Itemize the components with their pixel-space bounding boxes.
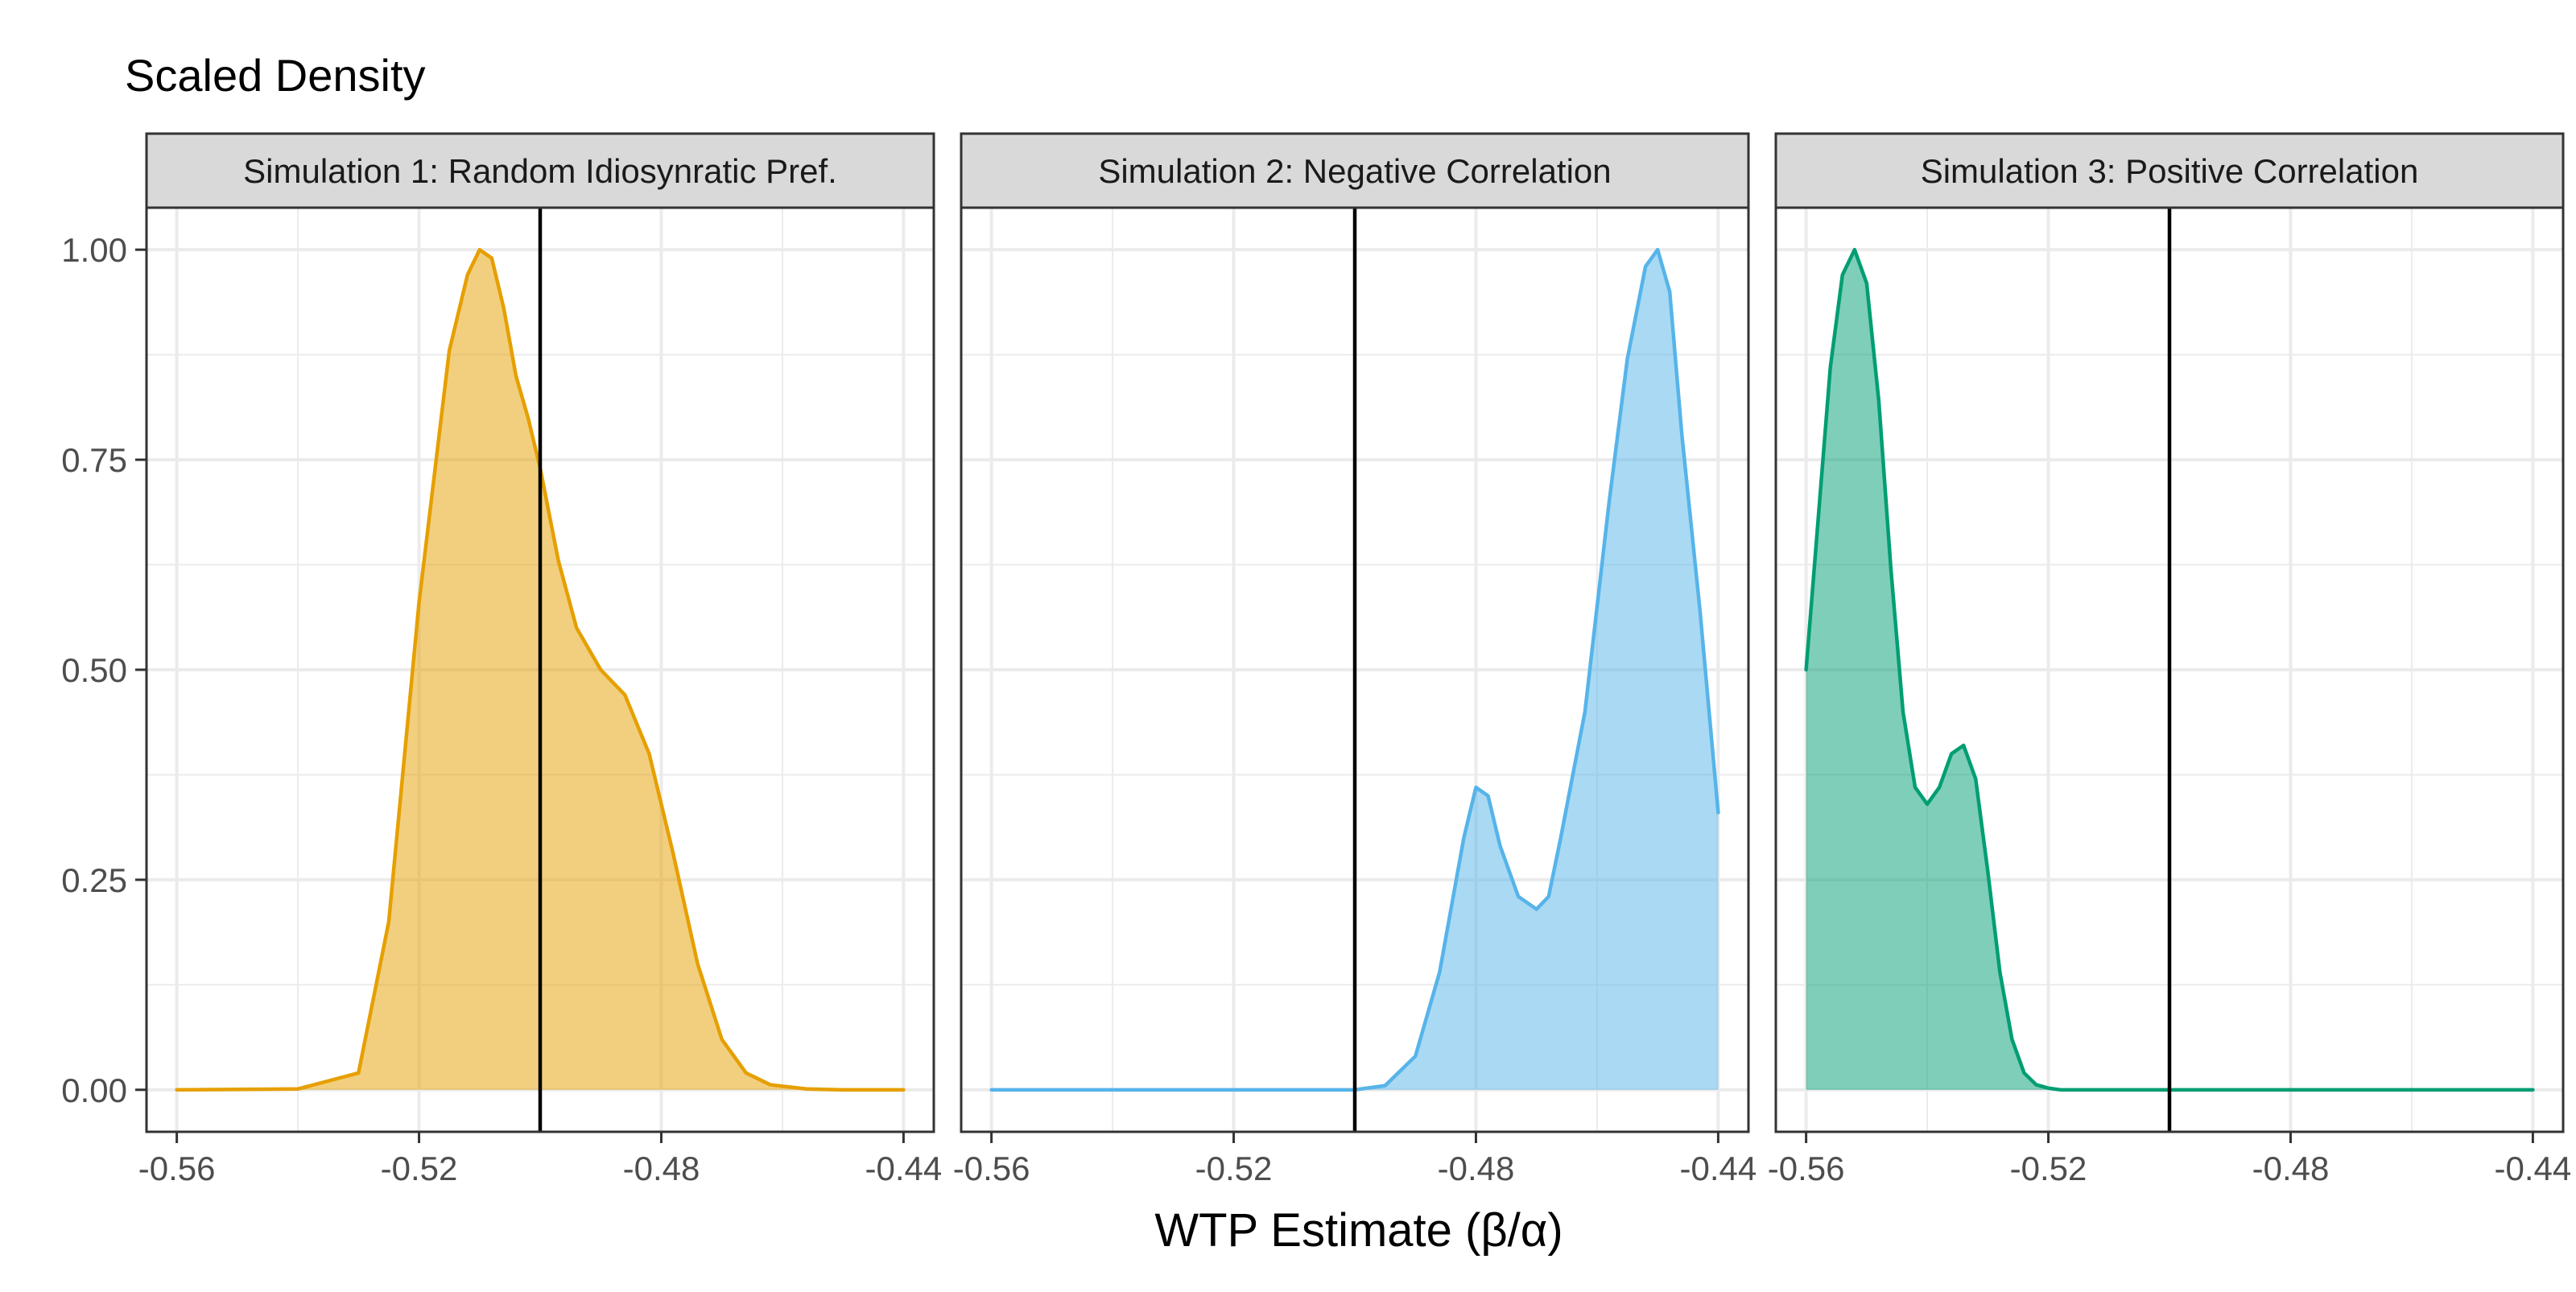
facet-panel-1: Simulation 1: Random Idiosynratic Pref. -… [138,132,943,1187]
facet-panels: Simulation 1: Random Idiosynratic Pref. -… [138,132,2572,1187]
x-tick-label: -0.52 [2010,1150,2087,1187]
y-tick-label: 0.25 [61,861,127,899]
x-tick-label: -0.52 [381,1150,458,1187]
x-tick-label: -0.44 [865,1150,943,1187]
density-line [989,247,1720,1092]
density-line [1804,247,2535,1092]
x-axis-title: WTP Estimate (β/α) [1154,1204,1563,1257]
facet-strip-label: Simulation 1: Random Idiosynratic Pref. [243,152,837,190]
facet-strip [960,132,1750,209]
x-tick-label: -0.56 [1768,1150,1845,1187]
facet-strip [1774,132,2565,209]
facet-strip-label: Simulation 3: Positive Correlation [1921,152,2419,190]
x-tick-label: -0.56 [953,1150,1030,1187]
x-tick-label: -0.52 [1195,1150,1273,1187]
x-tick-label: -0.56 [138,1150,216,1187]
density-area [1355,250,1719,1090]
facet-strip-label: Simulation 2: Negative Correlation [1098,152,1611,190]
x-tick-label: -0.44 [1680,1150,1757,1187]
facet-panel-3: Simulation 3: Positive Correlation -0.56 -… [1768,132,2572,1187]
chart-title: Scaled Density [125,50,426,101]
y-tick-label: 0.50 [61,651,127,689]
facet-strip [145,132,935,209]
density-line [175,247,906,1092]
y-tick-label: 0.75 [61,441,127,479]
y-axis: 0.00 0.25 0.50 0.75 1.00 [61,231,147,1109]
x-tick-label: -0.48 [2252,1150,2330,1187]
x-tick-label: -0.44 [2495,1150,2572,1187]
y-tick-label: 0.00 [61,1071,127,1109]
x-tick-label: -0.48 [623,1150,700,1187]
facet-panel-2: Simulation 2: Negative Correlation -0.56 -… [953,132,1757,1187]
y-tick-label: 1.00 [61,231,127,269]
x-tick-label: -0.48 [1438,1150,1515,1187]
